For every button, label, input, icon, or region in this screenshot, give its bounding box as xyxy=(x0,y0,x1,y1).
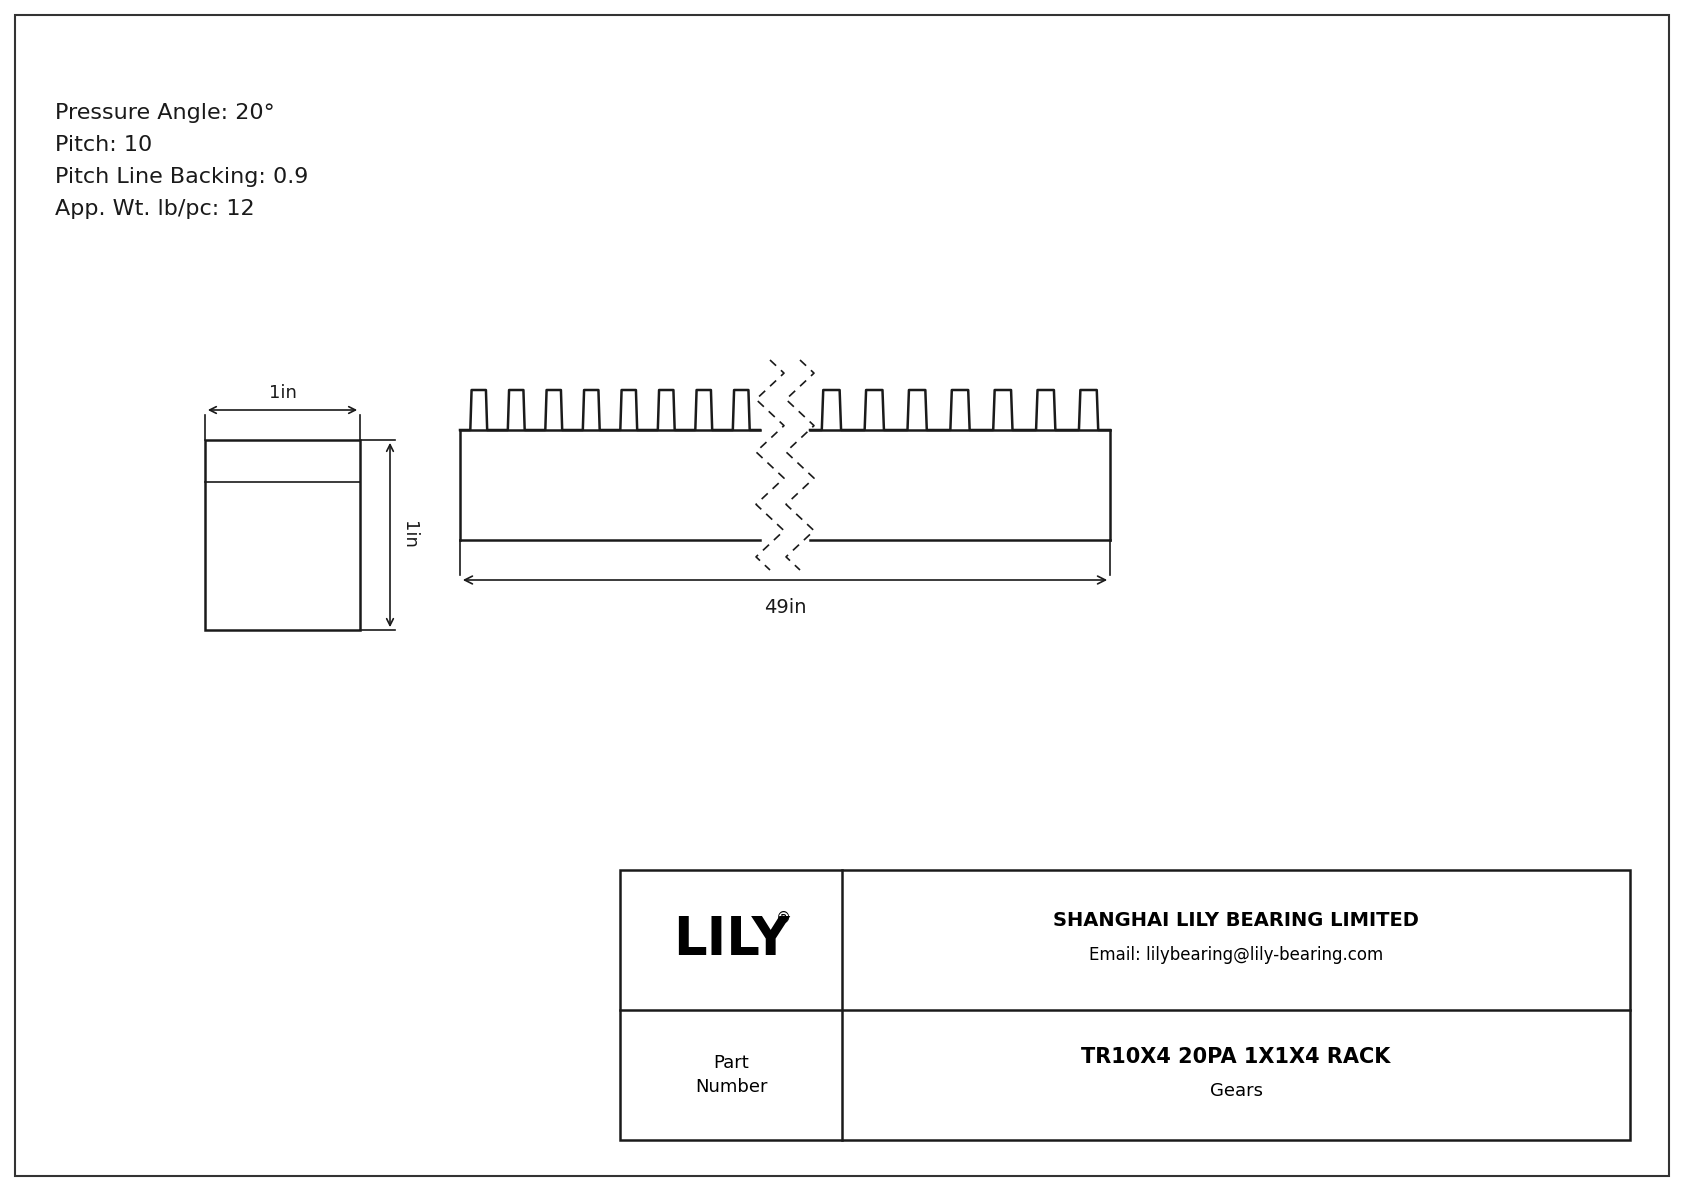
Text: 49in: 49in xyxy=(765,598,807,617)
Text: LILY: LILY xyxy=(672,915,790,966)
Bar xyxy=(205,439,360,630)
Text: TR10X4 20PA 1X1X4 RACK: TR10X4 20PA 1X1X4 RACK xyxy=(1081,1047,1391,1067)
Text: Pitch: 10: Pitch: 10 xyxy=(56,135,152,155)
Text: Pitch Line Backing: 0.9: Pitch Line Backing: 0.9 xyxy=(56,167,308,187)
Bar xyxy=(620,869,1630,1140)
Text: 1in: 1in xyxy=(401,522,418,549)
Text: Part
Number: Part Number xyxy=(695,1054,768,1096)
Text: 1in: 1in xyxy=(268,384,296,403)
Text: Email: lilybearing@lily-bearing.com: Email: lilybearing@lily-bearing.com xyxy=(1090,946,1383,965)
Text: Pressure Angle: 20°: Pressure Angle: 20° xyxy=(56,102,274,123)
Text: App. Wt. lb/pc: 12: App. Wt. lb/pc: 12 xyxy=(56,199,254,219)
Text: SHANGHAI LILY BEARING LIMITED: SHANGHAI LILY BEARING LIMITED xyxy=(1052,911,1420,930)
Text: Gears: Gears xyxy=(1209,1083,1263,1100)
Text: ®: ® xyxy=(775,911,791,925)
